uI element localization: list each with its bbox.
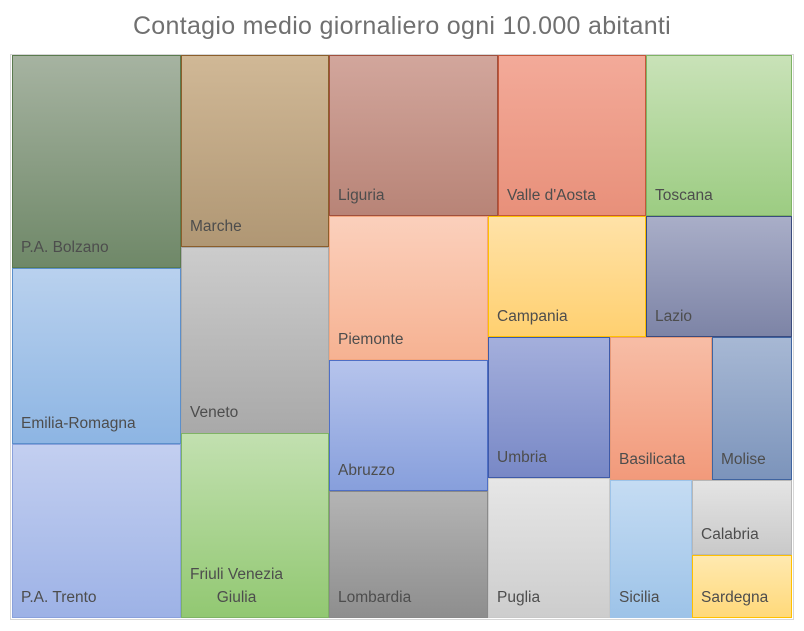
treemap-tile-label: Puglia [497, 589, 541, 606]
treemap-tile: Piemonte [329, 216, 488, 360]
treemap-tile-label: Emilia-Romagna [21, 415, 136, 432]
treemap-tile-label: Lazio [655, 308, 693, 325]
treemap-tile-label: Toscana [655, 187, 713, 204]
treemap-tile: Valle d'Aosta [498, 55, 646, 216]
treemap-tile-label: Basilicata [619, 451, 686, 468]
treemap-tile-label: Calabria [701, 526, 759, 543]
treemap-tile: Marche [181, 55, 329, 247]
treemap-tile-label: P.A. Trento [21, 589, 97, 606]
treemap-tile-label: Sardegna [701, 589, 769, 606]
treemap-tile-label: Veneto [190, 404, 239, 421]
treemap-area [10, 54, 794, 620]
treemap-tile: Sardegna [692, 555, 792, 618]
treemap-tile-label: Lombardia [338, 589, 412, 606]
treemap-tile: P.A. Bolzano [12, 55, 181, 268]
chart-title: Contagio medio giornaliero ogni 10.000 a… [132, 12, 672, 40]
treemap-tile-label: Friuli Venezia Giulia [190, 566, 284, 606]
treemap-tile-label: P.A. Bolzano [21, 239, 109, 256]
treemap-tile: Emilia-Romagna [12, 268, 181, 444]
treemap-tile: Lombardia [329, 491, 488, 618]
treemap-tile: Basilicata [610, 337, 712, 480]
treemap-tile: Lazio [646, 216, 792, 337]
treemap-tile: Friuli Venezia Giulia [181, 433, 329, 618]
treemap-tile-label: Liguria [338, 187, 385, 204]
treemap-tile: Campania [488, 216, 646, 337]
treemap-tile-label: Sicilia [619, 589, 660, 606]
treemap-tile: Molise [712, 337, 792, 480]
treemap-tile-label: Valle d'Aosta [507, 187, 596, 204]
treemap-tile-label: Umbria [497, 449, 547, 466]
treemap-tile: Liguria [329, 55, 498, 216]
treemap-tile: Calabria [692, 480, 792, 555]
treemap-tile: Toscana [646, 55, 792, 216]
treemap-tile: Puglia [488, 478, 610, 618]
treemap-tile-label: Campania [497, 308, 568, 325]
treemap-tile-label: Marche [190, 218, 242, 235]
treemap-tile: Umbria [488, 337, 610, 478]
treemap-tile: P.A. Trento [12, 444, 181, 618]
treemap-tile: Veneto [181, 247, 329, 433]
treemap-tile-label: Molise [721, 451, 766, 468]
treemap-tile: Sicilia [610, 480, 692, 618]
treemap-tile-label: Abruzzo [338, 462, 395, 479]
treemap-tile: Abruzzo [329, 360, 488, 491]
treemap-tile-label: Piemonte [338, 331, 404, 348]
